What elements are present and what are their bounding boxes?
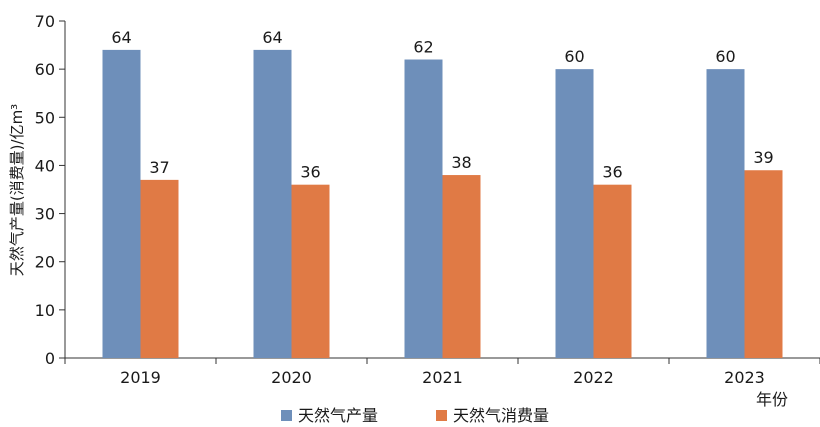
bar-production bbox=[102, 49, 141, 359]
bar-consumption bbox=[291, 184, 330, 358]
y-tick-label: 60 bbox=[35, 60, 55, 79]
data-label: 36 bbox=[300, 163, 320, 182]
bar-production bbox=[404, 59, 443, 359]
bar-production bbox=[706, 69, 745, 359]
y-axis-title: 天然气产量(消费量)/亿m³ bbox=[8, 104, 26, 276]
data-label: 60 bbox=[564, 47, 584, 66]
y-tick-label: 10 bbox=[35, 301, 55, 320]
bar-consumption bbox=[140, 179, 179, 358]
bar-consumption bbox=[744, 170, 783, 358]
x-tick-label: 2019 bbox=[120, 368, 161, 387]
y-tick-label: 40 bbox=[35, 156, 55, 175]
data-label: 62 bbox=[413, 38, 433, 57]
x-tick-label: 2022 bbox=[573, 368, 614, 387]
bar-consumption bbox=[442, 175, 481, 358]
x-tick-label: 2020 bbox=[271, 368, 312, 387]
bar-production bbox=[555, 69, 594, 359]
bar-production bbox=[253, 49, 292, 359]
legend-label: 天然气消费量 bbox=[453, 406, 549, 425]
data-label: 60 bbox=[715, 47, 735, 66]
y-tick-label: 30 bbox=[35, 205, 55, 224]
legend-label: 天然气产量 bbox=[298, 406, 378, 425]
bar-consumption bbox=[593, 184, 632, 358]
y-tick-label: 20 bbox=[35, 253, 55, 272]
data-label: 36 bbox=[602, 163, 622, 182]
legend-swatch bbox=[281, 410, 292, 421]
data-labels: 64 37 64 36 62 38 60 36 60 39 bbox=[111, 28, 773, 182]
x-tick-label: 2023 bbox=[724, 368, 765, 387]
data-label: 37 bbox=[149, 158, 169, 177]
data-label: 39 bbox=[753, 148, 773, 167]
x-ticks: 2019 2020 2021 2022 2023 bbox=[64, 358, 820, 387]
x-tick-label: 2021 bbox=[422, 368, 463, 387]
bars bbox=[102, 49, 783, 359]
x-axis-title: 年份 bbox=[756, 390, 788, 409]
data-label: 64 bbox=[262, 28, 282, 47]
axes: 0 10 20 30 40 50 60 70 2019 2020 2021 2022 2023 bbox=[35, 12, 820, 387]
y-tick-label: 70 bbox=[35, 12, 55, 31]
legend: 天然气产量 天然气消费量 bbox=[281, 406, 549, 425]
y-tick-label: 0 bbox=[45, 349, 55, 368]
legend-swatch bbox=[436, 410, 447, 421]
data-label: 38 bbox=[451, 153, 471, 172]
data-label: 64 bbox=[111, 28, 131, 47]
y-ticks: 0 10 20 30 40 50 60 70 bbox=[35, 12, 65, 368]
y-tick-label: 50 bbox=[35, 108, 55, 127]
